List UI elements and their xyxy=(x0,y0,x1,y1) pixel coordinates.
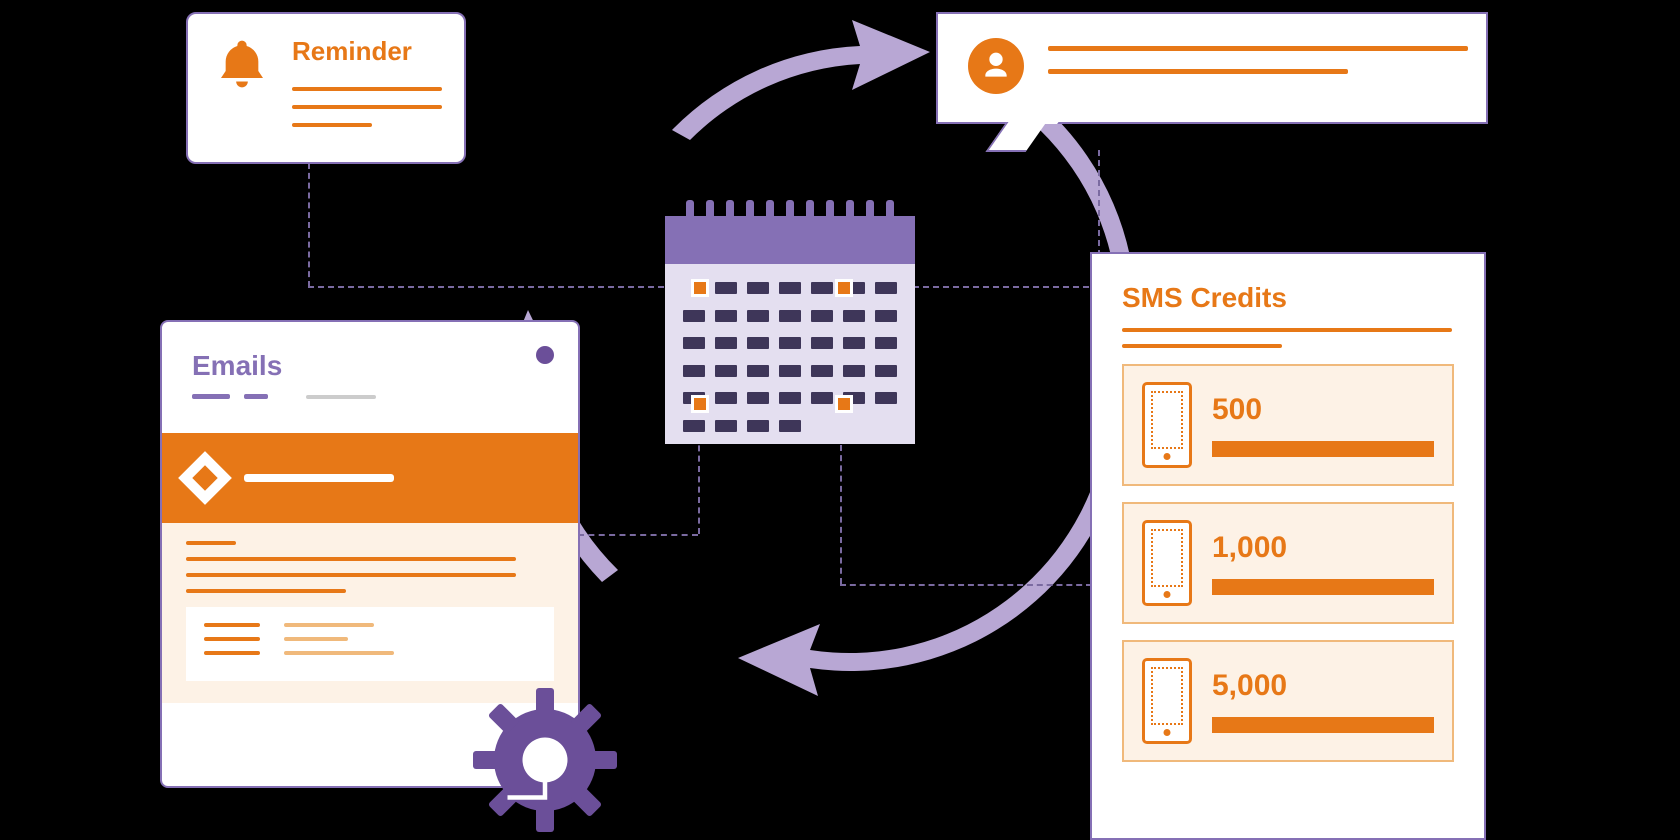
sms-credit-value: 500 xyxy=(1212,393,1434,427)
calendar-highlight xyxy=(694,398,706,410)
user-icon xyxy=(968,38,1024,94)
connector-line xyxy=(308,286,694,288)
sms-credit-item[interactable]: 5,000 xyxy=(1122,640,1454,762)
email-detail-card xyxy=(186,607,554,681)
sms-credits-panel: SMS Credits 500 1,000 5,000 xyxy=(1090,252,1486,840)
hero-line xyxy=(244,474,394,482)
diamond-icon xyxy=(178,451,232,505)
reminder-card: Reminder xyxy=(186,12,466,164)
sms-bar xyxy=(1212,441,1434,457)
sms-credit-item[interactable]: 500 xyxy=(1122,364,1454,486)
calendar-highlight xyxy=(838,398,850,410)
connector-line xyxy=(578,534,698,536)
connector-line xyxy=(308,163,310,287)
sms-bar xyxy=(1212,717,1434,733)
calendar-highlight xyxy=(694,282,706,294)
calendar-highlight xyxy=(838,282,850,294)
panel-dot xyxy=(536,346,554,364)
phone-icon xyxy=(1142,520,1192,606)
phone-icon xyxy=(1142,382,1192,468)
phone-icon xyxy=(1142,658,1192,744)
connector-line xyxy=(840,584,1092,586)
sms-bar xyxy=(1212,579,1434,595)
sms-credit-item[interactable]: 1,000 xyxy=(1122,502,1454,624)
bell-icon xyxy=(214,36,270,92)
sms-credit-value: 5,000 xyxy=(1212,669,1434,703)
sms-credit-value: 1,000 xyxy=(1212,531,1434,565)
emails-title: Emails xyxy=(192,350,548,382)
sms-title: SMS Credits xyxy=(1122,282,1454,314)
contact-bubble xyxy=(936,12,1488,124)
email-hero xyxy=(162,433,578,523)
reminder-title: Reminder xyxy=(292,36,442,67)
gear-icon xyxy=(470,685,620,835)
